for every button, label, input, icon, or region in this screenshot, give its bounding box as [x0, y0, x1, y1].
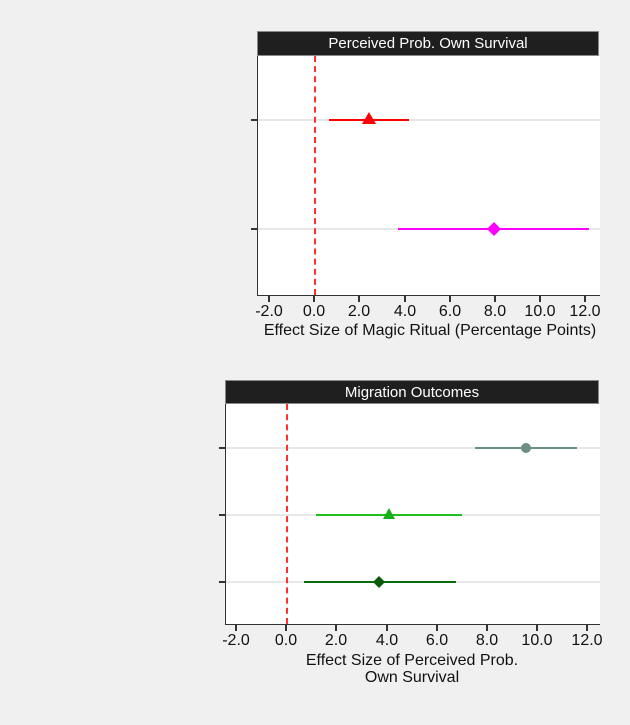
triangle-marker-icon: [362, 112, 376, 124]
top-chart-title: Perceived Prob. Own Survival: [257, 31, 599, 56]
x-tick-label: 10.0: [521, 632, 553, 649]
diamond-marker-icon: [373, 576, 385, 588]
triangle-marker-icon: [383, 508, 395, 519]
zero-reference-line: [314, 56, 316, 295]
circle-marker-icon: [521, 443, 531, 453]
bottom-plot-area: [225, 404, 600, 625]
x-tick-label: 6.0: [438, 303, 462, 320]
x-tick: [358, 296, 360, 302]
x-tick: [494, 296, 496, 302]
y-tick: [219, 514, 225, 516]
x-tick-label: 10.0: [524, 303, 556, 320]
y-tick: [219, 581, 225, 583]
x-tick: [486, 625, 488, 631]
x-tick: [586, 625, 588, 631]
zero-reference-line: [286, 404, 288, 624]
x-tick-label: -2.0: [222, 632, 250, 649]
top-x-axis-label: Effect Size of Magic Ritual (Percentage …: [263, 322, 597, 339]
x-tick: [235, 625, 237, 631]
x-tick-label: 6.0: [425, 632, 449, 649]
x-tick: [536, 625, 538, 631]
bottom-x-axis-label-line1: Effect Size of Perceived Prob.: [305, 652, 519, 669]
top-plot-area: [257, 56, 600, 296]
x-tick-label: 2.0: [347, 303, 371, 320]
x-tick: [285, 625, 287, 631]
x-tick-label: -2.0: [255, 303, 283, 320]
x-tick-label: 0.0: [274, 632, 298, 649]
x-tick-label: 8.0: [483, 303, 507, 320]
y-tick: [251, 228, 257, 230]
x-tick: [449, 296, 451, 302]
x-tick: [335, 625, 337, 631]
x-tick: [584, 296, 586, 302]
bottom-chart-title: Migration Outcomes: [225, 380, 599, 404]
x-tick-label: 12.0: [571, 632, 603, 649]
x-tick: [386, 625, 388, 631]
x-tick-label: 4.0: [393, 303, 417, 320]
x-tick: [268, 296, 270, 302]
y-tick: [219, 447, 225, 449]
x-tick-label: 4.0: [375, 632, 399, 649]
gridline: [258, 119, 600, 121]
x-tick: [313, 296, 315, 302]
x-tick-label: 0.0: [302, 303, 326, 320]
bottom-x-axis-label-line2: Own Survival: [364, 669, 460, 686]
diamond-marker-icon: [487, 222, 501, 236]
x-tick-label: 2.0: [324, 632, 348, 649]
x-tick-label: 8.0: [475, 632, 499, 649]
x-tick: [436, 625, 438, 631]
y-tick: [251, 119, 257, 121]
x-tick: [404, 296, 406, 302]
x-tick-label: 12.0: [569, 303, 601, 320]
x-tick: [539, 296, 541, 302]
gridline: [226, 447, 600, 449]
